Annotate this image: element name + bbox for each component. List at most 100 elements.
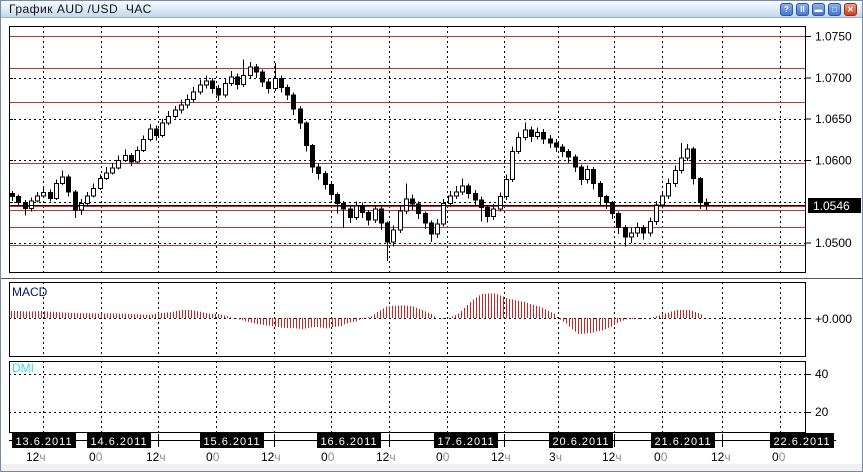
candle-up xyxy=(110,167,115,174)
time-label: 12ч xyxy=(26,450,46,464)
window-close-button[interactable]: ✕ xyxy=(844,3,857,16)
candle-up xyxy=(191,91,196,100)
candle-down xyxy=(73,191,78,211)
candle-up xyxy=(223,83,228,96)
candle-up xyxy=(373,208,378,221)
candle-up xyxy=(460,185,465,193)
date-box-label: 22.6.2011 xyxy=(773,436,830,448)
candle-down xyxy=(341,202,346,210)
macd-zero-label: +0.000 xyxy=(815,312,852,326)
candle-down xyxy=(10,192,15,198)
date-box xyxy=(434,433,498,448)
candle-down xyxy=(573,156,578,168)
candle-up xyxy=(116,159,121,169)
candle-up xyxy=(666,183,671,197)
candle-down xyxy=(704,202,709,206)
dmi-panel[interactable] xyxy=(9,361,806,433)
candle-down xyxy=(410,198,415,205)
candle-down xyxy=(641,226,646,234)
candle-down xyxy=(610,202,615,214)
candle-down xyxy=(598,183,603,198)
candle-down xyxy=(235,76,240,85)
candle-up xyxy=(454,191,459,197)
candle-up xyxy=(54,183,59,199)
candle-up xyxy=(166,116,171,124)
candle-up xyxy=(679,157,684,171)
time-label: 00 xyxy=(654,450,668,464)
date-box xyxy=(12,433,76,448)
current-price-badge-label: 1.0546 xyxy=(813,199,850,213)
window-help-button[interactable]: ? xyxy=(780,3,793,16)
candle-up xyxy=(204,80,209,86)
candle-up xyxy=(179,104,184,111)
candle-down xyxy=(279,78,284,89)
candle-down xyxy=(366,211,371,221)
candle-down xyxy=(360,205,365,213)
candle-up xyxy=(648,221,653,234)
time-label: 12ч xyxy=(602,450,622,464)
dmi-panel-layers xyxy=(9,361,806,433)
candle-up xyxy=(391,229,396,243)
candle-up xyxy=(448,195,453,204)
candle-up xyxy=(229,76,234,85)
date-axis[interactable]: 13.6.2011 14.6.2011 15.6.2011 16.6.2011 17.6… xyxy=(1,433,863,472)
date-box-label: 16.6.2011 xyxy=(320,436,377,448)
date-box-label: 13.6.2011 xyxy=(15,436,72,448)
date-box xyxy=(200,433,264,448)
candle-up xyxy=(29,200,34,209)
window-title: График AUD /USD ЧАС xyxy=(9,2,152,16)
window-minimize-button[interactable]: ▬ xyxy=(812,3,825,16)
time-label: 12ч xyxy=(491,450,511,464)
candle-up xyxy=(585,168,590,180)
date-box-label: 15.6.2011 xyxy=(203,436,260,448)
dmi-tick-label: 20 xyxy=(815,405,829,419)
candle-up xyxy=(441,202,446,225)
candle-up xyxy=(523,129,528,138)
candle-up xyxy=(398,210,403,231)
candle-down xyxy=(560,146,565,152)
price-panel-border xyxy=(9,26,806,273)
time-label: 00 xyxy=(772,450,786,464)
candle-down xyxy=(348,208,353,218)
dmi-panel-border xyxy=(9,361,806,433)
candle-up xyxy=(135,149,140,163)
candle-down xyxy=(566,150,571,158)
candle-down xyxy=(216,88,221,96)
candle-up xyxy=(104,172,109,180)
candle-down xyxy=(66,176,71,193)
candle-up xyxy=(185,98,190,106)
dmi-label: DMI xyxy=(12,361,34,375)
candle-up xyxy=(148,128,153,141)
macd-panel-layers xyxy=(9,282,806,357)
candle-up xyxy=(516,136,521,152)
window-pause-button[interactable]: II xyxy=(796,3,809,16)
price-tick-label: 1.0700 xyxy=(815,71,852,85)
candle-up xyxy=(60,176,65,185)
date-box xyxy=(770,433,834,448)
candle-down xyxy=(554,142,559,148)
candle-down xyxy=(479,199,484,208)
candle-up xyxy=(85,195,90,204)
candle-down xyxy=(416,203,421,214)
time-label: 3ч xyxy=(549,450,562,464)
candle-up xyxy=(198,84,203,93)
candle-down xyxy=(16,196,21,204)
price-tick-label: 1.0500 xyxy=(815,236,852,250)
window-buttons: ? II ▬ □ ✕ xyxy=(780,3,857,16)
candle-down xyxy=(304,122,309,147)
candle-down xyxy=(541,131,546,140)
window-titlebar[interactable]: График AUD /USD ЧАС ? II ▬ □ ✕ xyxy=(1,1,862,18)
candle-up xyxy=(79,202,84,211)
candle-up xyxy=(660,195,665,206)
candle-down xyxy=(529,129,534,137)
candle-down xyxy=(466,185,471,194)
macd-panel-border xyxy=(9,282,806,357)
window-maximize-button[interactable]: □ xyxy=(828,3,841,16)
date-box xyxy=(317,433,381,448)
candle-up xyxy=(273,78,278,90)
candle-up xyxy=(123,154,128,161)
date-box xyxy=(651,433,715,448)
macd-panel[interactable] xyxy=(9,282,806,357)
